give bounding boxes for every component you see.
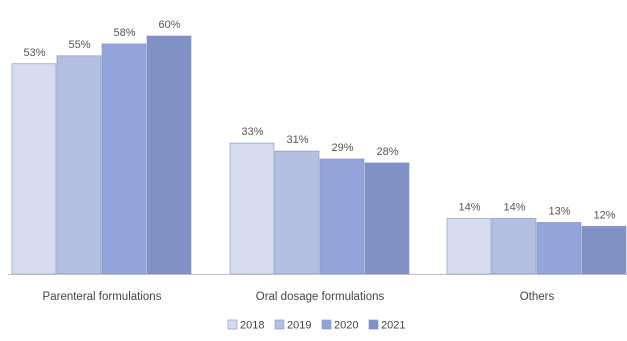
legend-swatch-2020 xyxy=(321,319,332,330)
legend-swatch-2021 xyxy=(368,319,379,330)
bars-group xyxy=(11,35,627,275)
bar-2020-1 xyxy=(319,158,365,275)
category-labels-group: Parenteral formulations Oral dosage formu… xyxy=(43,291,555,303)
bar-2021-1 xyxy=(364,162,410,275)
category-label: Others xyxy=(520,291,555,303)
bar-2018-0 xyxy=(11,63,57,275)
bar-2019-2 xyxy=(491,218,537,275)
data-label: 31% xyxy=(286,134,308,146)
legend: 2018 2019 2020 2021 xyxy=(227,319,405,332)
data-labels-group: 53% 55% 58% 60% 33% 31% 29% 28% 14% 14% 13% 12% xyxy=(23,19,615,221)
legend-label-2018: 2018 xyxy=(240,320,264,332)
data-label: 14% xyxy=(503,201,525,213)
category-label: Parenteral formulations xyxy=(43,291,162,303)
bar-2020-2 xyxy=(536,222,582,275)
data-label: 29% xyxy=(331,142,353,154)
data-label: 28% xyxy=(376,146,398,158)
data-label: 60% xyxy=(158,19,180,31)
bar-2018-2 xyxy=(446,218,492,275)
legend-swatch-2019 xyxy=(274,319,285,330)
data-label: 14% xyxy=(458,201,480,213)
legend-label-2020: 2020 xyxy=(334,320,358,332)
legend-label-2021: 2021 xyxy=(381,320,405,332)
bar-2019-1 xyxy=(274,150,320,275)
category-label: Oral dosage formulations xyxy=(256,291,385,303)
data-label: 13% xyxy=(548,205,570,217)
legend-label-2019: 2019 xyxy=(287,320,311,332)
legend-swatch-2018 xyxy=(227,319,238,330)
bar-2021-2 xyxy=(581,226,627,275)
bar-2021-0 xyxy=(146,35,192,275)
data-label: 53% xyxy=(23,47,45,59)
data-label: 12% xyxy=(593,209,615,221)
bar-2018-1 xyxy=(229,142,275,275)
data-label: 58% xyxy=(113,27,135,39)
data-label: 33% xyxy=(241,126,263,138)
data-label: 55% xyxy=(68,39,90,51)
bar-2020-0 xyxy=(101,43,147,275)
bar-2019-0 xyxy=(56,55,102,275)
